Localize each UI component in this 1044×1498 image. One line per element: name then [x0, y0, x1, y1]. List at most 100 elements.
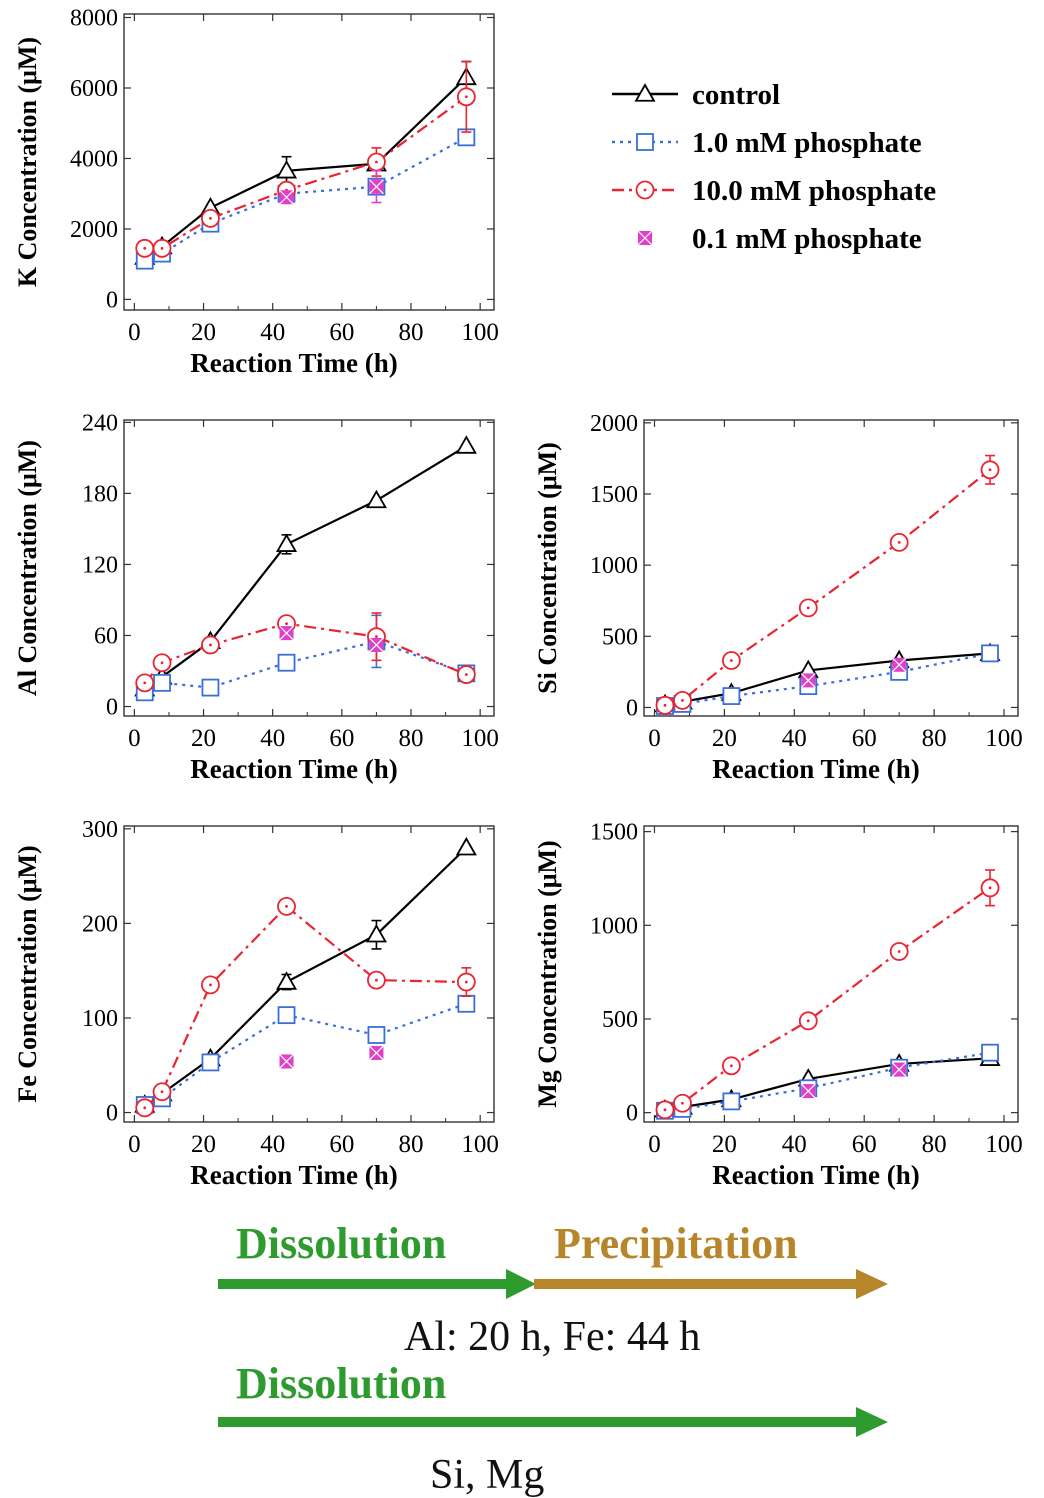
legend-entry: 0.1 mM phosphate: [637, 223, 922, 255]
y-tick-label: 0: [106, 695, 118, 721]
series-control: [134, 836, 477, 1113]
series-1-0-mm-phosphate: [135, 994, 476, 1114]
data-point: [369, 179, 384, 195]
x-tick-label: 40: [260, 319, 285, 346]
data-point: [891, 657, 907, 673]
x-tick-label: 0: [128, 725, 141, 752]
series-0-1-mm-phosphate: [800, 1062, 907, 1099]
series-line: [144, 640, 467, 694]
legend-label: 1.0 mM phosphate: [692, 127, 922, 159]
data-point: [369, 1045, 384, 1061]
x-tick-label: 100: [985, 725, 1023, 752]
y-tick-label: 1500: [590, 820, 638, 846]
data-point: [722, 1092, 741, 1111]
x-axis-label: Reaction Time (h): [712, 1160, 919, 1190]
legend-label: 0.1 mM phosphate: [692, 223, 922, 255]
y-tick-label: 1500: [590, 482, 638, 508]
series-0-1-mm-phosphate: [279, 625, 384, 653]
data-point: [722, 687, 741, 705]
series-line: [144, 95, 467, 250]
precipitation-arrow: [534, 1269, 888, 1299]
data-point: [369, 637, 384, 653]
x-tick-label: 80: [399, 319, 424, 346]
y-tick-label: 100: [82, 1006, 118, 1032]
data-point: [981, 1043, 999, 1062]
series-10-0-mm-phosphate: [655, 869, 1000, 1120]
data-point: [457, 994, 476, 1013]
data-point: [279, 625, 294, 641]
legend-entry: control: [612, 79, 780, 111]
legend-marker: [637, 230, 653, 246]
y-tick-label: 0: [106, 1101, 118, 1127]
legend-entry: 10.0 mM phosphate: [612, 175, 936, 207]
x-tick-label: 0: [128, 319, 141, 346]
x-tick-label: 100: [461, 725, 499, 752]
y-axis-label: Si Concentration (μM): [533, 442, 562, 694]
series-line: [664, 886, 991, 1111]
x-tick-label: 100: [461, 319, 499, 346]
y-tick-label: 1000: [590, 913, 638, 939]
al-fe-caption: Al: 20 h, Fe: 44 h: [404, 1314, 700, 1360]
series-control: [654, 642, 1001, 713]
series-control: [134, 60, 477, 265]
series-line: [664, 468, 991, 707]
k-concentration-chart: 0 20 40 60 80 100 0 2000 4000 6000 8000 Reaction Ti…: [13, 6, 499, 378]
x-tick-label: 20: [191, 319, 216, 346]
series-line: [144, 1002, 467, 1107]
data-point: [275, 971, 298, 990]
y-tick-label: 0: [106, 287, 118, 313]
x-tick-label: 20: [712, 1131, 737, 1158]
y-tick-label: 500: [602, 1007, 638, 1033]
data-point: [365, 923, 387, 943]
data-point: [279, 1054, 294, 1069]
series-line: [664, 652, 991, 708]
x-tick-label: 0: [648, 1131, 661, 1158]
x-axis-label: Reaction Time (h): [712, 754, 919, 784]
series-line: [664, 1057, 991, 1111]
y-tick-label: 4000: [70, 146, 118, 172]
data-point: [455, 435, 477, 454]
data-point: [981, 644, 999, 663]
y-axis-label: Fe Concentration (μM): [13, 845, 42, 1102]
y-tick-label: 8000: [70, 6, 118, 32]
data-point: [277, 1006, 296, 1025]
x-tick-label: 20: [712, 725, 737, 752]
data-point: [153, 673, 171, 692]
data-point: [279, 189, 294, 205]
y-tick-label: 120: [82, 552, 118, 578]
y-tick-label: 300: [82, 817, 118, 843]
dissolution-arrow-2: [218, 1407, 888, 1437]
data-point: [275, 533, 298, 552]
y-axis-label: Mg Concentration (μM): [533, 840, 562, 1107]
series-line: [664, 652, 991, 706]
legend-marker: [634, 83, 656, 102]
series-line: [143, 904, 467, 1109]
dissolution-label-1: Dissolution: [236, 1219, 446, 1268]
series-line: [143, 622, 467, 684]
x-tick-label: 100: [461, 1131, 499, 1158]
y-tick-label: 0: [626, 1101, 638, 1127]
x-tick-label: 40: [260, 725, 285, 752]
y-tick-label: 1000: [590, 553, 638, 579]
x-tick-label: 60: [329, 1131, 354, 1158]
dissolution-arrow-1: [218, 1269, 536, 1299]
plot-frame: [123, 419, 495, 717]
y-tick-label: 200: [82, 911, 118, 937]
series-0-1-mm-phosphate: [279, 170, 384, 205]
x-tick-label: 40: [260, 1131, 285, 1158]
dissolution-label-2: Dissolution: [236, 1359, 446, 1408]
x-tick-label: 60: [329, 319, 354, 346]
series-control: [134, 435, 477, 697]
x-tick-label: 80: [922, 1131, 947, 1158]
legend: control 1.0 mM phosphate 10.0 mM phosphate…: [612, 79, 936, 255]
x-tick-label: 80: [922, 725, 947, 752]
legend-entry: 1.0 mM phosphate: [612, 127, 922, 159]
x-tick-label: 80: [399, 725, 424, 752]
series-0-1-mm-phosphate: [800, 657, 907, 688]
x-tick-label: 20: [191, 725, 216, 752]
data-point: [201, 678, 220, 697]
plot-frame: [123, 13, 495, 311]
data-point: [365, 489, 387, 509]
